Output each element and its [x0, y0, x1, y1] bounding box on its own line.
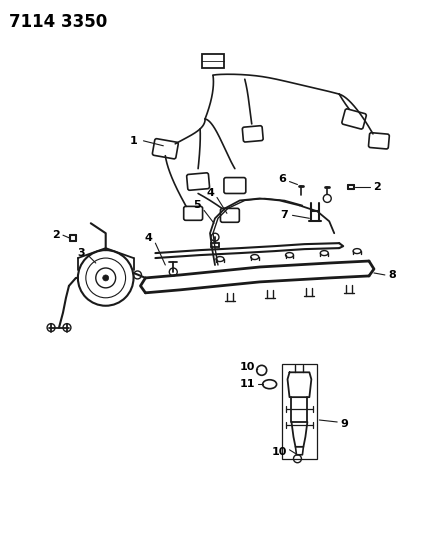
Bar: [282, 365, 317, 459]
Text: 4: 4: [145, 233, 152, 243]
Text: 8: 8: [388, 270, 396, 280]
Text: 10: 10: [272, 447, 287, 457]
Text: 5: 5: [193, 200, 201, 211]
Text: 2: 2: [373, 182, 381, 191]
Text: 7114 3350: 7114 3350: [9, 13, 107, 31]
Bar: [202, 54, 224, 68]
Text: 1: 1: [130, 136, 137, 146]
Text: 7: 7: [281, 211, 288, 220]
Text: 10: 10: [240, 362, 256, 373]
Text: 4: 4: [206, 189, 214, 198]
Text: 3: 3: [77, 248, 85, 258]
Text: 6: 6: [279, 174, 286, 183]
Circle shape: [103, 275, 109, 281]
Text: 9: 9: [340, 419, 348, 429]
Text: 2: 2: [52, 230, 60, 240]
Text: 11: 11: [240, 379, 256, 389]
